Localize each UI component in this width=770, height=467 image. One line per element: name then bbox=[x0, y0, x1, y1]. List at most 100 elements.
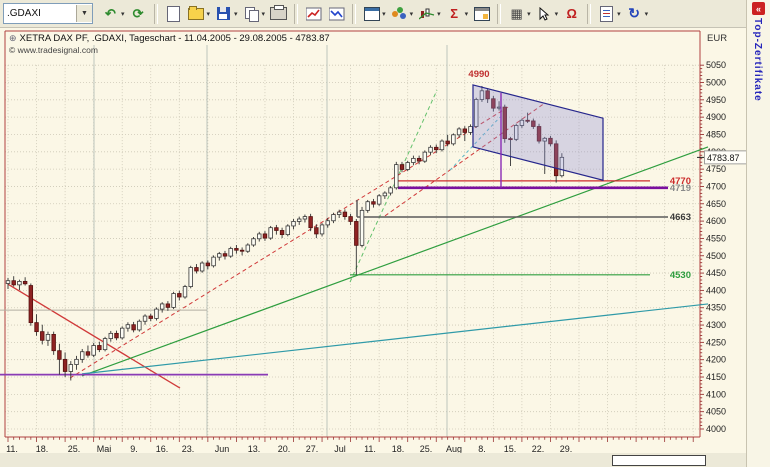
blue-chart-icon bbox=[328, 7, 345, 20]
open-button[interactable]: ▾ bbox=[185, 2, 213, 26]
svg-text:8.: 8. bbox=[478, 444, 486, 454]
chart-red-arrow-button[interactable] bbox=[302, 2, 325, 26]
banner-collapse-icon[interactable]: « bbox=[752, 2, 765, 15]
new-chart-button[interactable] bbox=[162, 2, 185, 26]
horizontal-scrollbar-track[interactable] bbox=[0, 453, 746, 467]
svg-text:4719: 4719 bbox=[670, 183, 691, 194]
save-button[interactable]: ▾ bbox=[212, 2, 240, 26]
svg-text:15.: 15. bbox=[504, 444, 517, 454]
dropdown-arrow-icon[interactable]: ▾ bbox=[409, 10, 414, 18]
sigma-strategy-icon: Σ bbox=[450, 6, 459, 21]
strategy-button[interactable]: Σ ▾ bbox=[443, 2, 471, 26]
annotation-label: 4990 bbox=[468, 69, 489, 80]
svg-text:4900: 4900 bbox=[706, 112, 726, 122]
svg-text:25.: 25. bbox=[420, 444, 433, 454]
indicator-button[interactable]: ▾ bbox=[415, 2, 443, 26]
chart-blue-arrow-button[interactable] bbox=[325, 2, 348, 26]
dropdown-arrow-icon[interactable]: ▾ bbox=[121, 10, 125, 18]
svg-text:4950: 4950 bbox=[706, 95, 726, 105]
cursor-arrow-icon bbox=[539, 6, 550, 21]
svg-text:Jul: Jul bbox=[334, 444, 346, 454]
copy-button[interactable]: ▾ bbox=[240, 2, 268, 26]
combobox-dropdown-icon[interactable]: ▼ bbox=[76, 5, 92, 22]
auto-refresh-button[interactable]: ↻ ▾ bbox=[623, 2, 651, 26]
svg-text:Mai: Mai bbox=[97, 444, 112, 454]
svg-text:4600: 4600 bbox=[706, 216, 726, 226]
red-chart-icon bbox=[305, 7, 322, 20]
svg-text:29.: 29. bbox=[560, 444, 573, 454]
svg-text:11.: 11. bbox=[6, 444, 18, 454]
current-price-marker: 4783.87 bbox=[697, 150, 746, 165]
currency-label: EUR bbox=[707, 33, 727, 44]
side-banner[interactable]: « Top-Zertifikate bbox=[746, 0, 770, 467]
toolbar-separator bbox=[352, 3, 357, 24]
open-folder-icon bbox=[188, 5, 205, 20]
print-button[interactable] bbox=[267, 2, 290, 26]
dashed-uptrend-red-2 bbox=[384, 102, 546, 217]
gridlines bbox=[5, 45, 700, 437]
downtrend-channel bbox=[472, 84, 604, 181]
dropdown-arrow-icon[interactable]: ▾ bbox=[382, 10, 386, 18]
svg-text:4350: 4350 bbox=[706, 303, 726, 313]
grid-view-button[interactable]: ▦ ▾ bbox=[505, 2, 533, 26]
dropdown-arrow-icon[interactable]: ▾ bbox=[527, 10, 531, 18]
plot-frame bbox=[4, 30, 701, 438]
dropdown-arrow-icon[interactable]: ▾ bbox=[644, 10, 649, 18]
scanner-button[interactable]: ▾ bbox=[388, 2, 416, 26]
svg-text:4300: 4300 bbox=[706, 320, 726, 330]
svg-text:23.: 23. bbox=[182, 444, 195, 454]
dropdown-arrow-icon[interactable]: ▾ bbox=[437, 10, 441, 18]
chart-panel: 4000 4050 4100 4150 4200 4250 4300 4350 4400 4450… bbox=[0, 28, 746, 467]
dropdown-arrow-icon[interactable]: ▾ bbox=[261, 10, 266, 18]
candles bbox=[5, 85, 565, 381]
svg-text:Aug: Aug bbox=[446, 444, 462, 454]
price-chart[interactable]: 4000 4050 4100 4150 4200 4250 4300 4350 4400 4450… bbox=[0, 28, 746, 467]
dropdown-arrow-icon[interactable]: ▾ bbox=[234, 10, 238, 18]
new-window-button[interactable]: ▾ bbox=[360, 2, 388, 26]
toolbar-separator bbox=[497, 3, 502, 24]
svg-text:16.: 16. bbox=[156, 444, 169, 454]
svg-text:27.: 27. bbox=[306, 444, 319, 454]
symbol-combobox-value: .GDAXI bbox=[7, 8, 41, 19]
cursor-tool-button[interactable]: ▾ bbox=[533, 2, 561, 26]
toolbar-buttons: ↶ ▾ ⟳ ▾ ▾ ▾ ▾ ▾ ▾ Σ ▾ ▦ ▾ ▾ Ω ▾ ↻ ▾ bbox=[99, 2, 650, 26]
dropdown-arrow-icon[interactable]: ▾ bbox=[206, 10, 211, 18]
trendlines bbox=[7, 89, 709, 389]
back-arrow-icon: ↶ bbox=[105, 5, 116, 21]
magnet-mode-button[interactable]: Ω bbox=[560, 2, 583, 26]
april-downtrend bbox=[7, 283, 181, 389]
dropdown-arrow-icon[interactable]: ▾ bbox=[554, 10, 559, 18]
y-axis: 4000 4050 4100 4150 4200 4250 4300 4350 4400 4450… bbox=[700, 33, 727, 434]
dropdown-arrow-icon[interactable]: ▾ bbox=[617, 10, 621, 18]
svg-text:4530: 4530 bbox=[670, 270, 691, 281]
dashed-uptrend-green bbox=[349, 89, 438, 283]
svg-text:4050: 4050 bbox=[706, 407, 726, 417]
svg-text:4700: 4700 bbox=[706, 181, 726, 191]
magnet-icon: Ω bbox=[566, 6, 577, 21]
main-toolbar: .GDAXI ▼ ↶ ▾ ⟳ ▾ ▾ ▾ ▾ ▾ ▾ Σ ▾ ▦ ▾ ▾ Ω ▾ ↻ ▾ bbox=[0, 0, 746, 28]
new-page-icon bbox=[166, 5, 180, 22]
dropdown-arrow-icon[interactable]: ▾ bbox=[464, 10, 469, 18]
svg-text:4850: 4850 bbox=[706, 129, 726, 139]
new-window-icon bbox=[363, 6, 380, 21]
horizontal-scrollbar-thumb[interactable] bbox=[612, 455, 706, 466]
properties-button[interactable] bbox=[470, 2, 493, 26]
svg-text:4750: 4750 bbox=[706, 164, 726, 174]
svg-text:4250: 4250 bbox=[706, 337, 726, 347]
report-button[interactable]: ▾ bbox=[595, 2, 623, 26]
svg-text:22.: 22. bbox=[532, 444, 545, 454]
symbol-combobox[interactable]: .GDAXI ▼ bbox=[3, 3, 93, 24]
svg-text:4450: 4450 bbox=[706, 268, 726, 278]
banner-label: Top-Zertifikate bbox=[752, 18, 763, 102]
dashed-cyan bbox=[449, 116, 501, 171]
nav-back-button[interactable]: ↶ ▾ bbox=[99, 2, 127, 26]
svg-text:4400: 4400 bbox=[706, 285, 726, 295]
shallow-uptrend-teal bbox=[81, 303, 709, 375]
toolbar-separator bbox=[153, 3, 158, 24]
refresh-data-button[interactable]: ⟳ bbox=[127, 2, 150, 26]
toolbar-separator bbox=[587, 3, 592, 24]
grid-table-icon: ▦ bbox=[510, 5, 523, 21]
svg-text:4100: 4100 bbox=[706, 389, 726, 399]
